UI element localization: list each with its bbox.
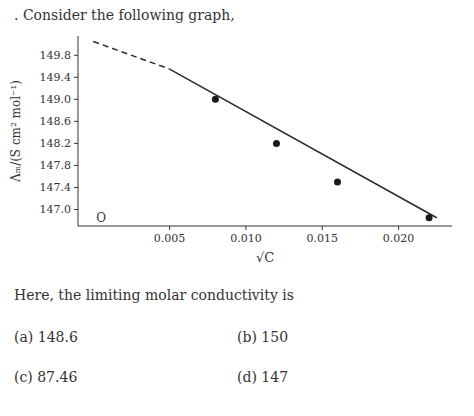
y-tick bbox=[74, 143, 78, 144]
point bbox=[334, 178, 341, 185]
y-tick bbox=[74, 99, 78, 100]
question-text: Here, the limiting molar conductivity is bbox=[14, 287, 294, 303]
option-text: (c) 87.46 bbox=[14, 369, 77, 385]
point bbox=[426, 214, 433, 221]
y-tick-label: 149.4 bbox=[40, 71, 72, 84]
y-tick-label: 147.8 bbox=[40, 159, 72, 172]
y-tick bbox=[74, 187, 78, 188]
x-axis-line bbox=[78, 226, 452, 227]
y-axis-label: Λₘ/(S cm² mol⁻¹) bbox=[9, 80, 23, 183]
x-tick bbox=[169, 226, 170, 230]
x-tick-label: 0.010 bbox=[230, 232, 262, 245]
option-text: (a) 148.6 bbox=[14, 329, 78, 345]
origin-label: O bbox=[96, 211, 106, 225]
x-tick-label: 0.005 bbox=[154, 232, 186, 245]
x-tick bbox=[245, 226, 246, 230]
y-tick-label: 149.0 bbox=[40, 93, 72, 106]
y-axis-line bbox=[78, 36, 79, 226]
option-text: (b) 150 bbox=[237, 329, 288, 345]
x-tick-label: 0.015 bbox=[306, 232, 338, 245]
dashed-line bbox=[93, 42, 169, 70]
y-tick bbox=[74, 165, 78, 166]
x-tick bbox=[398, 226, 399, 230]
y-tick-label: 149.8 bbox=[40, 49, 72, 62]
x-tick-label: 0.020 bbox=[383, 232, 415, 245]
chart: . Consider the following graph, 0.005 0.01… bbox=[0, 0, 474, 416]
y-tick bbox=[74, 121, 78, 122]
y-tick bbox=[74, 77, 78, 78]
y-tick-label: 148.6 bbox=[40, 115, 72, 128]
point bbox=[273, 140, 280, 147]
y-tick-label: 148.2 bbox=[40, 137, 72, 150]
solid-line bbox=[170, 69, 437, 218]
x-axis-label: √C bbox=[256, 250, 274, 265]
x-tick bbox=[322, 226, 323, 230]
plot-area bbox=[93, 42, 436, 222]
option-text: (d) 147 bbox=[237, 369, 288, 385]
y-tick-label: 147.4 bbox=[40, 181, 72, 194]
y-tick bbox=[74, 209, 78, 210]
y-tick bbox=[74, 55, 78, 56]
title: . Consider the following graph, bbox=[14, 7, 235, 23]
y-tick-label: 147.0 bbox=[40, 203, 72, 216]
point bbox=[212, 96, 219, 103]
